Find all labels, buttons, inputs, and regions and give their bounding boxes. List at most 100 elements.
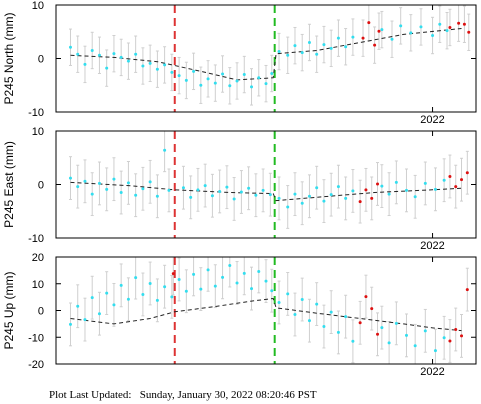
data-point [293,44,297,48]
data-point [344,196,348,200]
data-point [277,196,281,200]
data-point-red [460,334,464,338]
data-point [250,85,254,89]
data-point [148,180,152,184]
data-point [213,81,217,85]
data-point [307,40,311,44]
data-point [322,199,326,203]
data-point [394,180,398,184]
data-point [344,315,348,319]
data-point [307,194,311,198]
data-point [141,64,145,68]
data-point [286,53,290,57]
data-point [329,46,333,50]
data-point [206,77,210,81]
data-point-red [361,36,365,40]
data-point [218,189,222,193]
y-tick-label: 0 [38,180,44,192]
data-point [336,36,340,40]
data-point [141,187,145,191]
data-point [399,24,403,28]
data-point [336,330,340,334]
data-point-red [376,332,380,336]
data-point [105,187,109,191]
data-point [148,281,152,285]
data-point [293,313,297,317]
data-point [203,184,207,188]
data-point [247,186,251,190]
x-tick-label: 2022 [420,240,444,252]
plot-frame [55,130,477,239]
y-tick-label: -20 [28,359,44,371]
data-point [90,48,94,52]
data-point [97,312,101,316]
data-point [242,271,246,275]
data-point [167,188,171,192]
data-point-red [367,21,371,25]
y-tick-label: 10 [32,0,44,12]
data-point [119,55,123,59]
trend-line [70,181,462,202]
data-point [242,73,246,77]
panel-1: 10 0 -10 2022 P245 North (mm) [2,0,477,126]
data-point [163,285,167,289]
data-point [264,279,268,283]
data-point [119,191,123,195]
data-point [315,186,319,190]
data-point [329,193,333,197]
data-point [257,76,261,80]
data-point [270,289,274,293]
data-point [380,28,384,32]
data-point [83,179,87,183]
data-point [322,325,326,329]
data-point [90,296,94,300]
data-point [239,190,243,194]
data-point [404,333,408,337]
data-point [112,52,116,56]
data-point-red [358,321,362,325]
data-point [300,298,304,302]
data-point [322,43,326,47]
data-point [126,59,130,63]
data-point [300,51,304,55]
data-point [344,45,348,49]
data-point [97,53,101,57]
data-point [83,62,87,66]
data-point [228,264,232,268]
data-point [442,178,446,182]
data-point [232,197,236,201]
y-tick-label: -10 [28,107,44,119]
data-point [387,192,391,196]
data-point [286,205,290,209]
data-point [177,277,181,281]
data-point [307,319,311,323]
trend-line [70,28,462,81]
data-point [433,187,437,191]
data-point [199,83,203,87]
data-point-red [448,25,452,29]
data-point [329,310,333,314]
data-point [351,339,355,343]
data-point [409,31,413,35]
data-point [270,71,274,75]
data-point [225,185,229,189]
data-point [83,318,87,322]
data-point-red [373,43,377,47]
y-tick-label: 0 [38,306,44,318]
y-tick-label: 20 [32,252,44,264]
data-point-red [457,21,461,25]
data-point [177,74,181,78]
data-point [134,276,138,280]
data-point [277,300,281,304]
data-point [315,302,319,306]
data-point [431,33,435,37]
data-point [192,272,196,276]
y-axis-label: P245 Up (mm) [2,271,16,349]
trend-line [70,297,462,332]
data-point [184,78,188,82]
data-point [445,29,449,33]
data-point [351,189,355,193]
data-point [155,298,159,302]
